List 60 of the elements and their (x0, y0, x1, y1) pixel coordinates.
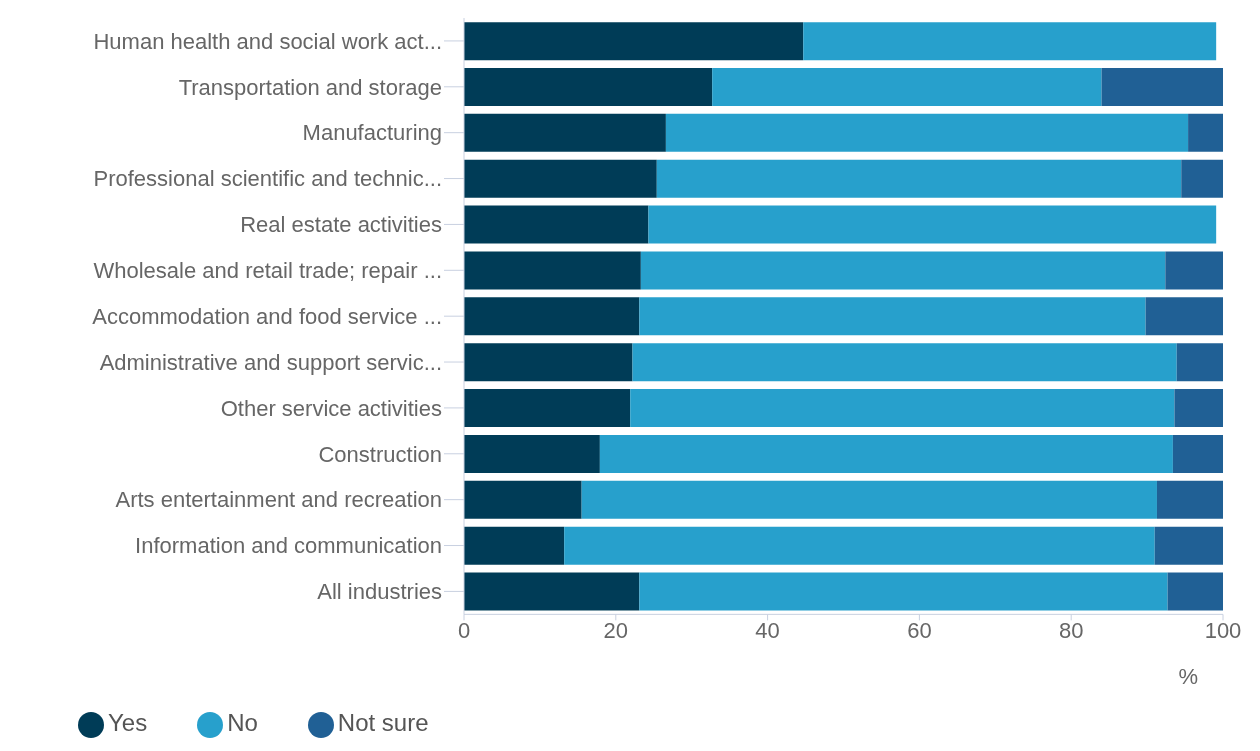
bar (630, 389, 1175, 428)
legend-label: Not sure (337, 709, 429, 737)
bar (1165, 251, 1223, 290)
bar (639, 572, 1168, 611)
x-tick-label: 80 (1058, 617, 1084, 643)
bar (1174, 389, 1223, 428)
bar (1181, 159, 1223, 198)
bar (464, 205, 649, 244)
bar (1101, 68, 1223, 106)
x-tick-label: 100 (1204, 617, 1242, 643)
bar (665, 113, 1189, 152)
y-tick-label: Wholesale and retail trade; repair ... (93, 258, 442, 284)
y-tick-label: Professional scientific and technic... (93, 166, 442, 192)
bar (599, 434, 1173, 473)
y-tick-label: Information and communication (135, 533, 442, 559)
x-tick-label: 60 (907, 617, 932, 643)
bar (464, 251, 641, 290)
bar (464, 68, 713, 106)
y-tick-label: Human health and social work act... (93, 28, 442, 54)
bar (564, 526, 1155, 565)
y-tick-label: Arts entertainment and recreation (115, 487, 442, 513)
y-tick-label: Accommodation and food service ... (92, 303, 442, 329)
x-tick-label: 40 (755, 617, 780, 643)
y-tick-label: Transportation and storage (178, 74, 442, 100)
y-tick-label: Administrative and support servic... (99, 349, 442, 375)
bar (1172, 434, 1223, 473)
bar (581, 480, 1157, 519)
bar (1188, 113, 1223, 152)
y-tick-label: Other service activities (220, 395, 442, 421)
bar (640, 251, 1166, 290)
bar (464, 526, 565, 565)
bar (464, 297, 640, 336)
bar (803, 22, 1217, 61)
bar (464, 159, 657, 198)
bar (464, 572, 640, 611)
legend-label: No (227, 709, 258, 737)
bar (1156, 480, 1223, 519)
bar (1145, 297, 1223, 336)
bar (1167, 572, 1223, 611)
bar (464, 22, 804, 61)
bar (464, 434, 600, 473)
bar (464, 113, 666, 152)
bar (464, 389, 631, 428)
y-tick-label: All industries (317, 579, 442, 605)
bar (1154, 526, 1223, 565)
x-tick-label: 20 (603, 617, 629, 643)
bar (464, 343, 633, 382)
bar (639, 297, 1146, 336)
bar (1176, 343, 1223, 382)
x-axis-title: % (1178, 664, 1198, 690)
bar (656, 159, 1182, 198)
bar (464, 480, 582, 519)
legend-label: Yes (108, 709, 148, 737)
y-tick-label: Real estate activities (240, 212, 442, 238)
y-tick-label: Manufacturing (302, 120, 442, 146)
bar (648, 205, 1217, 244)
y-tick-label: Construction (318, 441, 442, 467)
bar (712, 68, 1102, 106)
bar (632, 343, 1177, 382)
x-tick-label: 0 (457, 617, 471, 643)
